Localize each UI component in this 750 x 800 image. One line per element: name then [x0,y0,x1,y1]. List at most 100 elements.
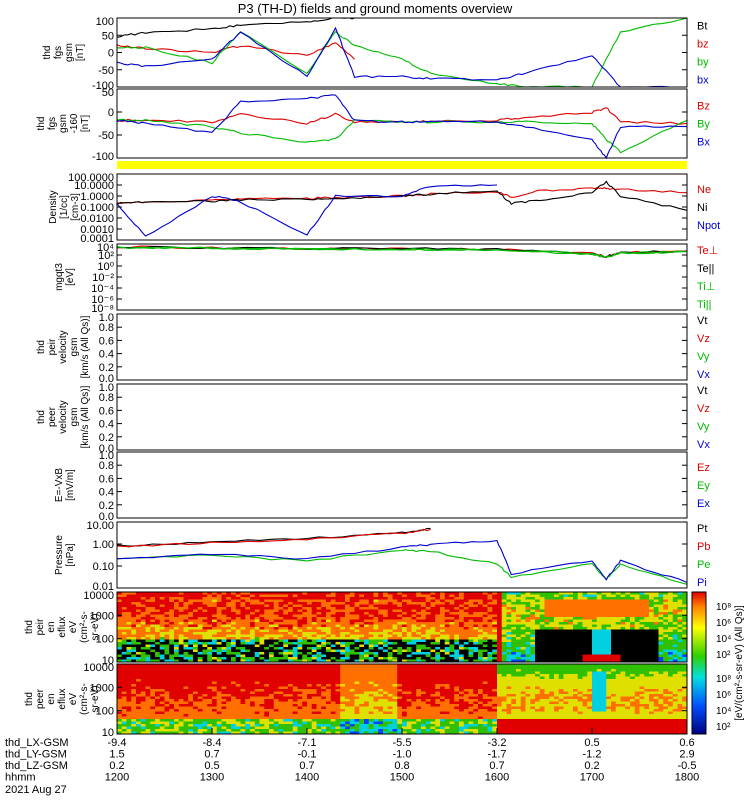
spectrogram-cell [468,607,474,610]
spectrogram-cell [440,624,446,628]
spectrogram-cell [150,699,156,702]
spectrogram-cell [501,624,507,628]
spectrogram-cell [554,637,560,640]
spectrogram-cell [202,594,208,598]
spectrogram-cell [634,632,640,635]
spectrogram-cell [630,604,636,608]
spectrogram-cell [649,649,655,653]
spectrogram-cell [126,694,132,697]
spectrogram-cell [145,659,151,663]
spectrogram-cell [682,659,688,663]
spectrogram-cell [221,647,227,650]
spectrogram-cell [563,634,569,638]
spectrogram-cell [468,639,474,643]
spectrogram-cell [302,714,308,717]
spectrogram-cell [188,599,194,603]
spectrogram-cell [197,674,203,677]
spectrogram-cell [178,622,184,625]
spectrogram-cell [539,592,545,595]
spectrogram-cell [525,619,531,623]
spectrogram-cell [416,634,422,638]
spectrogram-cell [136,612,142,615]
spectrogram-cell [592,607,598,610]
spectrogram-cell [278,654,284,658]
spectrogram-cell [444,629,450,633]
spectrogram-cell [197,696,203,700]
spectrogram-cell [311,617,317,620]
spectrogram-cell [368,629,374,633]
spectrogram-cell [212,604,218,608]
spectrogram-cell [349,637,355,640]
spectrogram-cell [402,617,408,620]
spectrogram-cell [155,649,161,653]
spectrogram-cell [273,619,279,623]
spectrogram-cell [478,647,484,650]
spectrogram-cell [620,607,626,610]
spectrogram-cell [340,714,346,717]
spectrogram-cell [364,686,370,690]
spectrogram-cell [169,674,175,677]
spectrogram-cell [454,647,460,650]
spectrogram-cell [340,701,346,705]
spectrogram-cell [326,721,332,725]
spectrogram-cell [454,654,460,658]
spectrogram-cell [240,632,246,635]
spectrogram-cell [150,637,156,640]
spectrogram-cell [297,634,303,638]
spectrogram-cell [530,607,536,610]
spectrogram-cell [587,644,593,648]
spectrogram-cell [611,657,617,660]
spectrogram-cell [326,629,332,633]
spectrogram-cell [140,592,146,595]
spectrogram-cell [207,634,213,638]
spectrogram-cell [292,704,298,707]
spectrogram-cell [625,627,631,630]
spectrogram-cell [292,674,298,677]
spectrogram-cell [668,602,674,605]
spectrogram-cell [392,594,398,598]
spectrogram-cell [202,612,208,615]
spectrogram-cell [373,599,379,603]
spectrogram-cell [235,602,241,605]
spectrogram-cell [677,614,683,618]
spectrogram-cell [520,604,526,608]
spectrogram-cell [383,627,389,630]
spectrogram-cell [378,711,384,715]
spectrogram-cell [311,719,317,722]
spectrogram-cell [235,686,241,690]
spectrogram-cell [587,617,593,620]
spectrogram-cell [402,607,408,610]
spectrogram-cell [611,622,617,625]
spectrogram-cell [345,604,351,608]
spectrogram-cell [402,627,408,630]
spectrogram-cell [335,674,341,677]
spectrogram-cell [174,622,180,625]
spectrogram-cell [174,652,180,655]
spectrogram-cell [326,637,332,640]
spectrogram-cell [615,639,621,643]
spectrogram-cell [311,654,317,658]
spectrogram-cell [449,654,455,658]
spectrogram-cell [387,691,393,695]
spectrogram-cell [354,674,360,677]
spectrogram-cell [159,652,165,655]
spectrogram-cell [368,597,374,600]
spectrogram-cell [535,592,541,595]
spectrogram-cell [278,701,284,705]
spectrogram-cell [440,619,446,623]
spectrogram-cell [354,694,360,697]
spectrogram-cell [155,666,161,670]
spectrogram-cell [164,629,170,633]
spectrogram-cell [506,597,512,600]
spectrogram-cell [558,642,564,645]
spectrogram-cell [145,709,151,712]
spectrogram-cell [297,647,303,650]
spectrogram-cell [145,666,151,670]
spectrogram-cell [311,614,317,618]
spectrogram-cell [292,627,298,630]
spectrogram-cell [383,719,389,722]
spectrogram-cell [387,659,393,663]
spectrogram-cell [193,724,199,727]
spectrogram-cell [245,669,251,672]
spectrogram-cell [131,719,137,722]
